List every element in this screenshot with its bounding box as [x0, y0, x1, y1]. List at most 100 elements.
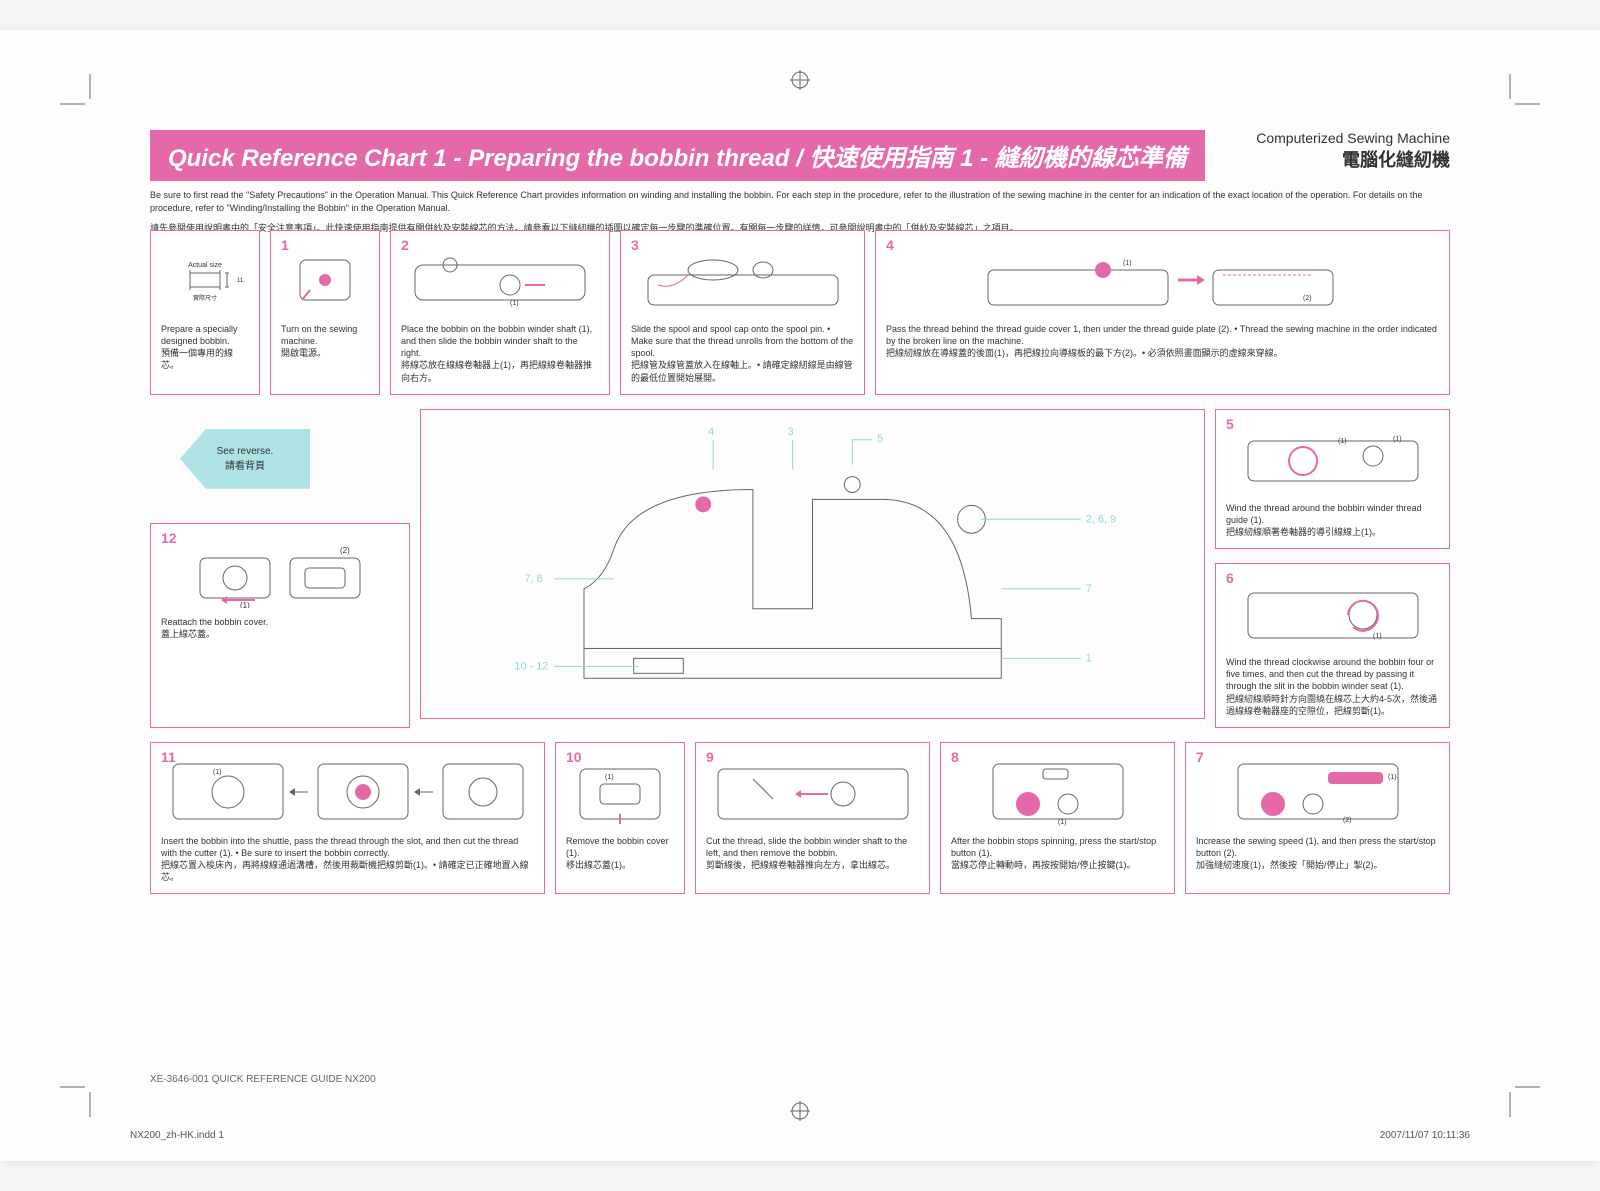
- step-9: 9 Cut the thread, slide the bobbin winde…: [695, 742, 930, 895]
- step-8: 8 (1) After the bobbin stops spinning, p…: [940, 742, 1175, 895]
- svg-text:(2): (2): [340, 546, 350, 555]
- actual-size-box: Actual size 實際尺寸 11.5mm (7/16inch) Prepa…: [150, 230, 260, 395]
- crop-mark-tl: [60, 74, 100, 114]
- svg-text:(1): (1): [605, 774, 614, 781]
- crop-mark-bl: [60, 1077, 100, 1117]
- step-3: 3 Slide the spool and spool cap onto the…: [620, 230, 865, 395]
- step-9-zh: 剪斷線後，把線線卷軸器推向左方，拿出線芯。: [706, 859, 919, 871]
- step-10: 10 (1) Remove the bobbin cover (1). 移出線芯…: [555, 742, 685, 895]
- step-10-zh: 移出線芯蓋(1)。: [566, 859, 674, 871]
- svg-text:10 - 12: 10 - 12: [514, 660, 548, 672]
- svg-text:11.5mm (7/16inch): 11.5mm (7/16inch): [237, 278, 245, 284]
- step-2-en: Place the bobbin on the bobbin winder sh…: [401, 323, 599, 359]
- svg-text:(1): (1): [1338, 438, 1347, 445]
- crop-mark-bottom-center: [780, 1101, 820, 1121]
- insert-bobbin-icon: (1): [168, 754, 528, 829]
- wind-guide-icon: (1) (1): [1243, 431, 1423, 486]
- step-9-en: Cut the thread, slide the bobbin winder …: [706, 835, 919, 859]
- subtitle-block: Computerized Sewing Machine 電腦化縫紉機: [1256, 130, 1450, 172]
- bobbin-winder-icon: (1): [410, 250, 590, 310]
- step-4-zh: 把線紉線放在導線蓋的後面(1)，再把線拉向導線板的最下方(2)。• 必須依照畫面…: [886, 347, 1439, 359]
- svg-text:(1): (1): [1393, 436, 1402, 443]
- step-5-zh: 把線紉線順著卷軸器的導引線線上(1)。: [1226, 526, 1439, 538]
- row-3: 11 (1) Insert the bobbin into the shuttl…: [150, 742, 1450, 895]
- crop-mark-top-center: [780, 70, 820, 90]
- reverse-en: See reverse.: [217, 446, 274, 457]
- step-6-en: Wind the thread clockwise around the bob…: [1226, 656, 1439, 692]
- header: Computerized Sewing Machine 電腦化縫紉機 Quick…: [150, 130, 1450, 235]
- svg-text:7: 7: [1086, 583, 1092, 595]
- step-3-zh: 把線管及線管蓋放入在線軸上。• 請確定線紉線是由線管的最低位置開始展開。: [631, 359, 854, 383]
- svg-text:(1): (1): [1373, 633, 1382, 640]
- step-12: 12 (2) (1) Reattach the bobbin cover. 蓋上…: [150, 523, 410, 728]
- footer-ref: XE-3646-001 QUICK REFERENCE GUIDE NX200: [150, 1074, 376, 1085]
- reverse-zh: 請看背頁: [217, 457, 274, 472]
- cut-slide-icon: [713, 754, 913, 829]
- crop-mark-tr: [1500, 74, 1540, 114]
- reverse-arrow-block: See reverse. 請看背頁: [150, 409, 410, 509]
- center-machine: 4 3 5 2, 6, 9 7 1 7, 8 10 - 12: [420, 409, 1205, 719]
- bobbin-size-icon: Actual size 實際尺寸 11.5mm (7/16inch): [165, 255, 245, 305]
- step-12-zh: 蓋上線芯蓋。: [161, 628, 399, 640]
- title-banner: Quick Reference Chart 1 - Preparing the …: [150, 130, 1205, 181]
- thread-guide-icon: (1) (2): [983, 250, 1343, 310]
- svg-text:1: 1: [1086, 652, 1092, 664]
- speed-start-icon: (1) (2): [1218, 754, 1418, 829]
- step-7-en: Increase the sewing speed (1), and then …: [1196, 835, 1439, 859]
- step-2-zh: 將線芯放在線線卷軸器上(1)，再把線線卷軸器推向右方。: [401, 359, 599, 383]
- svg-text:4: 4: [708, 426, 714, 438]
- step-2: 2 (1) Place the bobbin on the bobbin win…: [390, 230, 610, 395]
- page: Computerized Sewing Machine 電腦化縫紉機 Quick…: [0, 30, 1600, 1161]
- sewing-machine-icon: 4 3 5 2, 6, 9 7 1 7, 8 10 - 12: [421, 410, 1204, 718]
- cover-reattach-icon: (2) (1): [190, 538, 370, 608]
- svg-text:(1): (1): [510, 300, 519, 307]
- svg-text:(2): (2): [1343, 817, 1352, 824]
- step-8-zh: 當線芯停止轉動時，再按按開始/停止按鍵(1)。: [951, 859, 1164, 871]
- step-11-en: Insert the bobbin into the shuttle, pass…: [161, 835, 534, 859]
- step-6-zh: 把線紉線順時針方向圍繞在線芯上大約4-5次，然後通過線線卷軸器座的空隙位，把線剪…: [1226, 693, 1439, 717]
- stop-button-icon: (1): [973, 754, 1143, 829]
- content: Actual size 實際尺寸 11.5mm (7/16inch) Prepa…: [150, 230, 1450, 1071]
- svg-text:(1): (1): [240, 601, 250, 608]
- step-5-en: Wind the thread around the bobbin winder…: [1226, 502, 1439, 526]
- svg-text:3: 3: [788, 426, 794, 438]
- step-11-zh: 把線芯置入梭床內，再將線線通過溝槽，然後用裁斷機把線剪斷(1)。• 請確定已正確…: [161, 859, 534, 883]
- step-6: 6 (1) Wind the thread clockwise around t…: [1215, 563, 1450, 728]
- svg-text:(1): (1): [1058, 819, 1067, 826]
- step-10-en: Remove the bobbin cover (1).: [566, 835, 674, 859]
- power-icon: [290, 250, 360, 310]
- footer-file: NX200_zh-HK.indd 1: [130, 1130, 224, 1141]
- svg-text:7, 8: 7, 8: [524, 573, 542, 585]
- step-prep-zh: 預備一個專用的線芯。: [161, 347, 249, 371]
- spool-icon: [643, 250, 843, 310]
- remove-cover-icon: (1): [570, 754, 670, 829]
- svg-text:(1): (1): [213, 769, 222, 776]
- svg-text:(1): (1): [1388, 774, 1397, 781]
- intro-en: Be sure to first read the "Safety Precau…: [150, 189, 1450, 214]
- svg-text:實際尺寸: 實際尺寸: [193, 294, 217, 302]
- crop-mark-br: [1500, 1077, 1540, 1117]
- row-2: See reverse. 請看背頁 12 (2) (1) Reattach t: [150, 409, 1450, 728]
- step-4: 4 (1) (2) Pass the thread behind the thr…: [875, 230, 1450, 395]
- step-1-zh: 開啟電源。: [281, 347, 369, 359]
- step-5: 5 (1)(1) Wind the thread around the bobb…: [1215, 409, 1450, 549]
- step-11: 11 (1) Insert the bobbin into the shuttl…: [150, 742, 545, 895]
- subtitle-en: Computerized Sewing Machine: [1256, 130, 1450, 146]
- step-4-en: Pass the thread behind the thread guide …: [886, 323, 1439, 347]
- subtitle-zh: 電腦化縫紉機: [1256, 146, 1450, 172]
- step-12-en: Reattach the bobbin cover.: [161, 616, 399, 628]
- step-8-en: After the bobbin stops spinning, press t…: [951, 835, 1164, 859]
- footer-timestamp: 2007/11/07 10:11:36: [1380, 1130, 1470, 1141]
- svg-text:(1): (1): [1123, 260, 1132, 267]
- step-3-en: Slide the spool and spool cap onto the s…: [631, 323, 854, 359]
- row-1: Actual size 實際尺寸 11.5mm (7/16inch) Prepa…: [150, 230, 1450, 395]
- step-1-en: Turn on the sewing machine.: [281, 323, 369, 347]
- step-prep-en: Prepare a specially designed bobbin.: [161, 323, 249, 347]
- wind-clockwise-icon: (1): [1243, 583, 1423, 643]
- svg-text:Actual size: Actual size: [188, 262, 222, 269]
- svg-text:2, 6, 9: 2, 6, 9: [1086, 513, 1116, 525]
- svg-text:(2): (2): [1303, 295, 1312, 302]
- step-7: 7 (1)(2) Increase the sewing speed (1), …: [1185, 742, 1450, 895]
- step-7-zh: 加強縫紉速度(1)，然後按「開始/停止」掣(2)。: [1196, 859, 1439, 871]
- svg-text:5: 5: [877, 432, 883, 444]
